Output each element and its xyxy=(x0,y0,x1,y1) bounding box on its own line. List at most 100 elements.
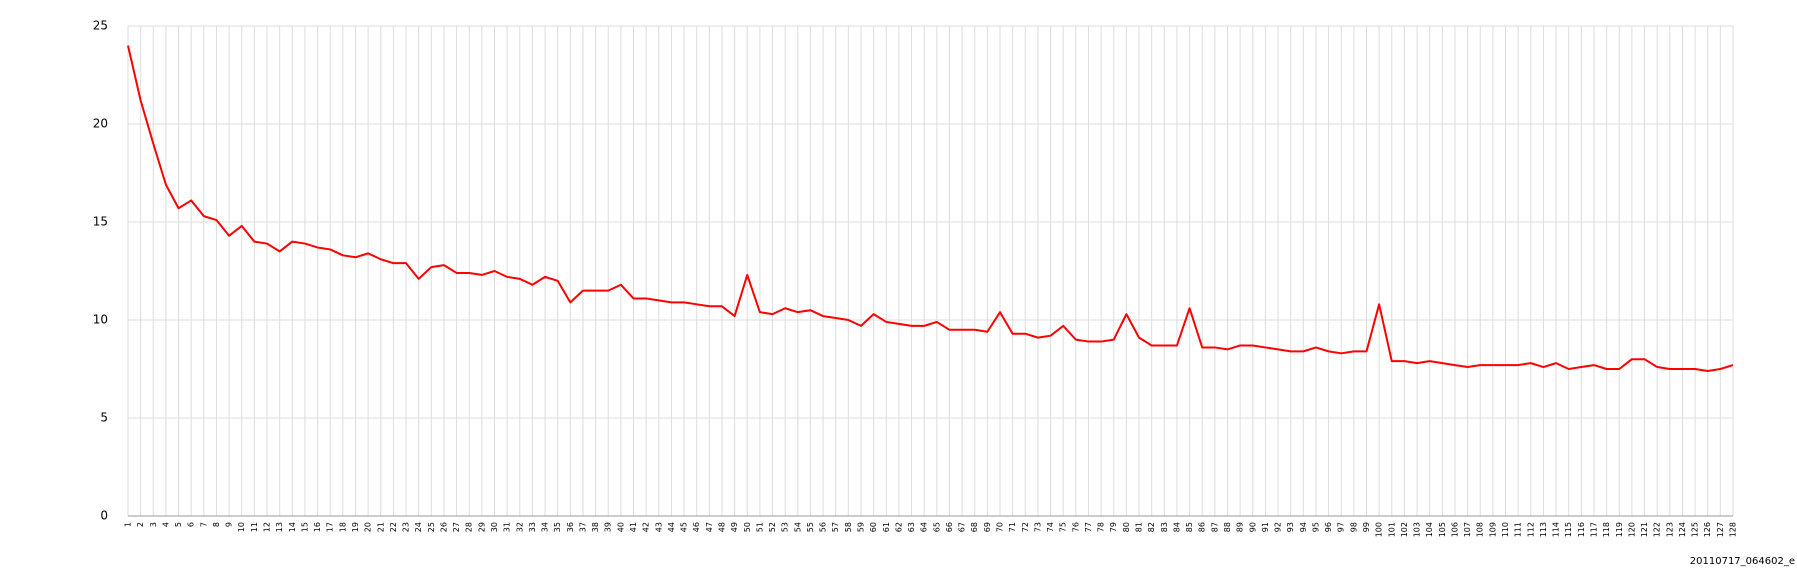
caption: 20110717_064602_e xyxy=(1690,556,1795,567)
x-tick-label: 63 xyxy=(907,522,916,532)
x-tick-label: 43 xyxy=(654,522,663,532)
x-tick-label: 15 xyxy=(300,522,309,532)
x-tick-label: 40 xyxy=(616,522,625,532)
x-tick-label: 32 xyxy=(515,522,524,532)
x-tick-label: 45 xyxy=(680,522,689,532)
x-tick-label: 59 xyxy=(856,522,865,532)
x-tick-label: 58 xyxy=(844,522,853,532)
x-tick-label: 81 xyxy=(1135,522,1144,532)
x-tick-label: 47 xyxy=(705,522,714,532)
y-tick-label: 20 xyxy=(93,117,108,131)
x-tick-label: 42 xyxy=(642,522,651,532)
x-tick-label: 111 xyxy=(1514,522,1523,537)
x-tick-label: 13 xyxy=(275,522,284,532)
x-tick-label: 87 xyxy=(1210,522,1219,532)
y-tick-label: 15 xyxy=(93,215,108,229)
x-tick-label: 99 xyxy=(1362,522,1371,532)
x-tick-label: 31 xyxy=(503,522,512,532)
x-tick-label: 55 xyxy=(806,522,815,532)
x-tick-label: 104 xyxy=(1425,522,1434,537)
x-tick-label: 98 xyxy=(1349,522,1358,532)
x-tick-label: 25 xyxy=(427,522,436,532)
x-tick-label: 112 xyxy=(1526,522,1535,537)
x-tick-label: 57 xyxy=(831,522,840,532)
x-tick-label: 19 xyxy=(351,522,360,532)
x-tick-label: 50 xyxy=(743,522,752,532)
x-tick-label: 120 xyxy=(1627,522,1636,537)
x-tick-label: 53 xyxy=(781,522,790,532)
x-tick-label: 126 xyxy=(1703,522,1712,537)
x-tick-label: 39 xyxy=(604,522,613,532)
x-tick-label: 12 xyxy=(263,522,272,532)
x-tick-label: 69 xyxy=(983,522,992,532)
x-tick-label: 108 xyxy=(1476,522,1485,537)
x-tick-label: 72 xyxy=(1021,522,1030,532)
x-tick-label: 80 xyxy=(1122,522,1131,532)
x-tick-label: 74 xyxy=(1046,522,1055,532)
x-tick-label: 35 xyxy=(553,522,562,532)
x-tick-label: 22 xyxy=(389,522,398,532)
x-tick-label: 100 xyxy=(1375,522,1384,537)
x-tick-label: 116 xyxy=(1577,522,1586,537)
x-tick-label: 18 xyxy=(338,522,347,532)
x-tick-label: 77 xyxy=(1084,522,1093,532)
x-tick-label: 10 xyxy=(237,522,246,532)
x-tick-label: 101 xyxy=(1387,522,1396,537)
x-tick-label: 86 xyxy=(1198,522,1207,532)
x-tick-label: 109 xyxy=(1488,522,1497,537)
x-tick-label: 118 xyxy=(1602,522,1611,537)
x-tick-label: 9 xyxy=(225,522,234,527)
x-tick-label: 128 xyxy=(1729,522,1738,537)
x-tick-label: 28 xyxy=(465,522,474,532)
x-tick-label: 41 xyxy=(629,522,638,532)
x-tick-label: 90 xyxy=(1248,522,1257,532)
x-tick-label: 85 xyxy=(1185,522,1194,532)
x-tick-label: 36 xyxy=(566,522,575,532)
x-tick-label: 24 xyxy=(414,522,423,532)
x-tick-label: 70 xyxy=(996,522,1005,532)
x-tick-label: 6 xyxy=(187,522,196,527)
x-tick-label: 88 xyxy=(1223,522,1232,532)
x-tick-label: 5 xyxy=(174,522,183,527)
x-tick-label: 3 xyxy=(149,522,158,527)
x-tick-label: 8 xyxy=(212,522,221,527)
y-tick-label: 0 xyxy=(100,509,108,523)
x-tick-label: 38 xyxy=(591,522,600,532)
x-tick-label: 75 xyxy=(1059,522,1068,532)
x-tick-label: 124 xyxy=(1678,522,1687,537)
x-tick-label: 11 xyxy=(250,522,259,532)
x-tick-label: 84 xyxy=(1172,522,1181,532)
x-tick-label: 62 xyxy=(894,522,903,532)
y-tick-label: 25 xyxy=(93,19,108,33)
x-tick-label: 73 xyxy=(1033,522,1042,532)
x-tick-label: 60 xyxy=(869,522,878,532)
x-tick-label: 94 xyxy=(1299,522,1308,532)
x-tick-label: 113 xyxy=(1539,522,1548,537)
y-tick-label: 5 xyxy=(100,411,108,425)
x-tick-label: 46 xyxy=(692,522,701,532)
x-tick-label: 54 xyxy=(793,522,802,532)
x-tick-label: 76 xyxy=(1071,522,1080,532)
x-tick-label: 103 xyxy=(1413,522,1422,537)
x-tick-label: 110 xyxy=(1501,522,1510,537)
x-tick-label: 117 xyxy=(1589,522,1598,537)
x-tick-label: 125 xyxy=(1691,522,1700,537)
x-tick-label: 122 xyxy=(1653,522,1662,537)
x-tick-label: 27 xyxy=(452,522,461,532)
x-tick-label: 96 xyxy=(1324,522,1333,532)
x-tick-label: 4 xyxy=(161,522,170,527)
x-tick-label: 33 xyxy=(528,522,537,532)
x-tick-label: 64 xyxy=(920,522,929,532)
x-tick-label: 7 xyxy=(199,522,208,527)
x-tick-label: 97 xyxy=(1337,522,1346,532)
x-tick-label: 17 xyxy=(326,522,335,532)
x-tick-label: 115 xyxy=(1564,522,1573,537)
x-tick-label: 71 xyxy=(1008,522,1017,532)
x-tick-label: 127 xyxy=(1716,522,1725,537)
x-tick-label: 34 xyxy=(541,522,550,532)
x-tick-label: 107 xyxy=(1463,522,1472,537)
x-tick-label: 2 xyxy=(136,522,145,527)
x-tick-label: 48 xyxy=(717,522,726,532)
x-tick-label: 82 xyxy=(1147,522,1156,532)
x-tick-label: 49 xyxy=(730,522,739,532)
